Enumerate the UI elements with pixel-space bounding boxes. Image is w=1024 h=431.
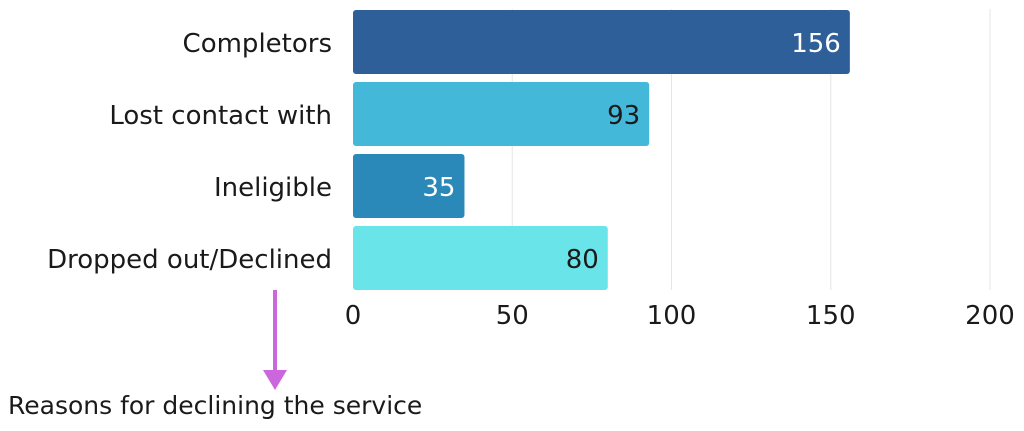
bar-value-label: 93 [607, 101, 640, 131]
bars: 156 93 35 80 [353, 10, 850, 290]
category-label: Lost contact with [109, 101, 332, 131]
annotation: Reasons for declining the service [8, 290, 422, 420]
category-label: Completors [183, 29, 332, 59]
bar [353, 154, 465, 218]
x-tick-label: 50 [496, 301, 529, 331]
bar-value-label: 80 [566, 245, 599, 275]
x-tick-label: 0 [345, 301, 362, 331]
x-tick-label: 150 [806, 301, 856, 331]
category-labels: Completors Lost contact with Ineligible Dro… [47, 29, 332, 275]
category-label: Ineligible [214, 173, 332, 203]
category-label: Dropped out/Declined [47, 245, 332, 275]
bar [353, 10, 850, 74]
annotation-arrow-head [263, 370, 287, 390]
tick-labels: 0 50 100 150 200 [345, 301, 1015, 331]
annotation-text: Reasons for declining the service [8, 391, 422, 420]
x-tick-label: 200 [965, 301, 1015, 331]
bar [353, 82, 650, 146]
bar [353, 226, 608, 290]
bar-value-label: 35 [422, 173, 455, 203]
bar-value-label: 156 [791, 29, 841, 59]
x-tick-label: 100 [647, 301, 697, 331]
